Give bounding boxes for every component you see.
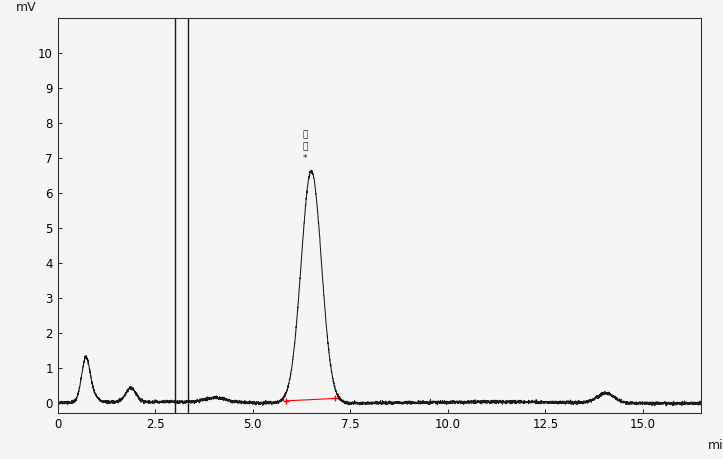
Text: 木: 木 — [303, 142, 308, 151]
Text: min: min — [708, 439, 723, 452]
Text: mV: mV — [16, 1, 37, 14]
Text: *: * — [303, 154, 308, 163]
Text: 蔗: 蔗 — [303, 130, 308, 139]
